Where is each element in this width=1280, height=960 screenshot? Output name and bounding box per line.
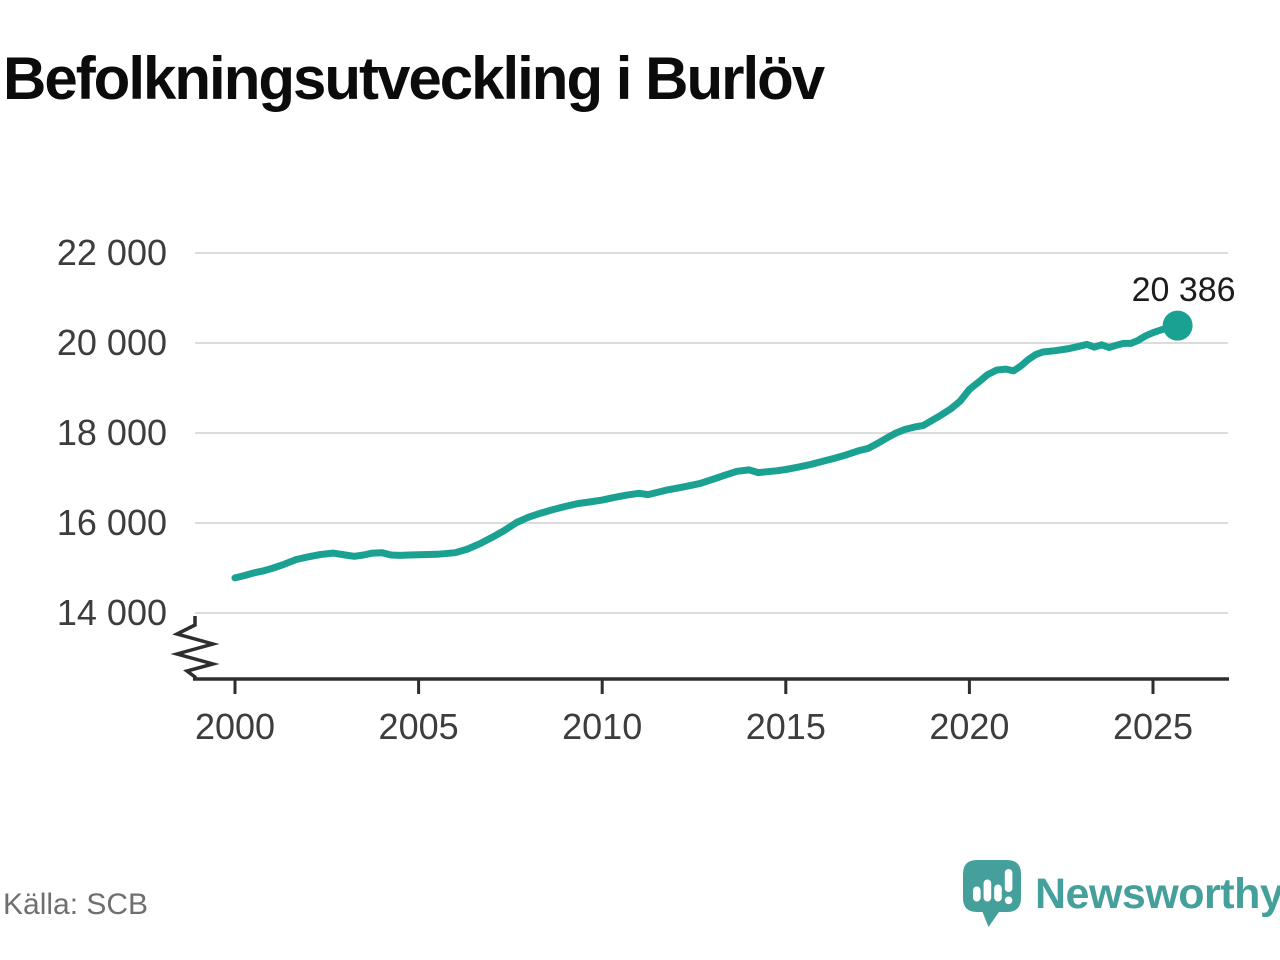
newsworthy-speech-bubble-barchart-icon [963,860,1021,927]
gridlines [195,252,1228,614]
x-tick-label: 2015 [746,706,826,747]
y-axis-tick-labels: 14 000 16 000 18 000 20 000 22 000 [57,232,167,633]
x-tick-label: 2010 [562,706,642,747]
y-tick-label: 20 000 [57,322,167,363]
end-point-dot [1162,310,1193,341]
x-axis [193,677,1229,694]
y-tick-label: 14 000 [57,592,167,633]
axis-break-zigzag [170,616,220,680]
population-line [231,322,1182,582]
newsworthy-logo-text: Newsworthy [1035,870,1280,918]
x-tick-label: 2025 [1113,706,1193,747]
newsworthy-logo: Newsworthy [963,860,1280,928]
y-tick-label: 22 000 [57,232,167,273]
source-label: Källa: SCB [3,888,149,921]
x-axis-tick-labels: 2000 2005 2010 2015 2020 2025 [195,706,1193,747]
axis-break-icon [170,616,220,680]
population-series [231,310,1193,582]
end-point-annotation: 20 386 [1132,271,1236,309]
x-tick-label: 2005 [379,706,459,747]
end-point-value-label: 20 386 [1132,271,1236,309]
y-tick-label: 18 000 [57,412,167,453]
x-tick-label: 2000 [195,706,275,747]
y-tick-label: 16 000 [57,502,167,543]
chart-title: Befolkningsutveckling i Burlöv [3,45,825,112]
x-tick-label: 2020 [929,706,1009,747]
